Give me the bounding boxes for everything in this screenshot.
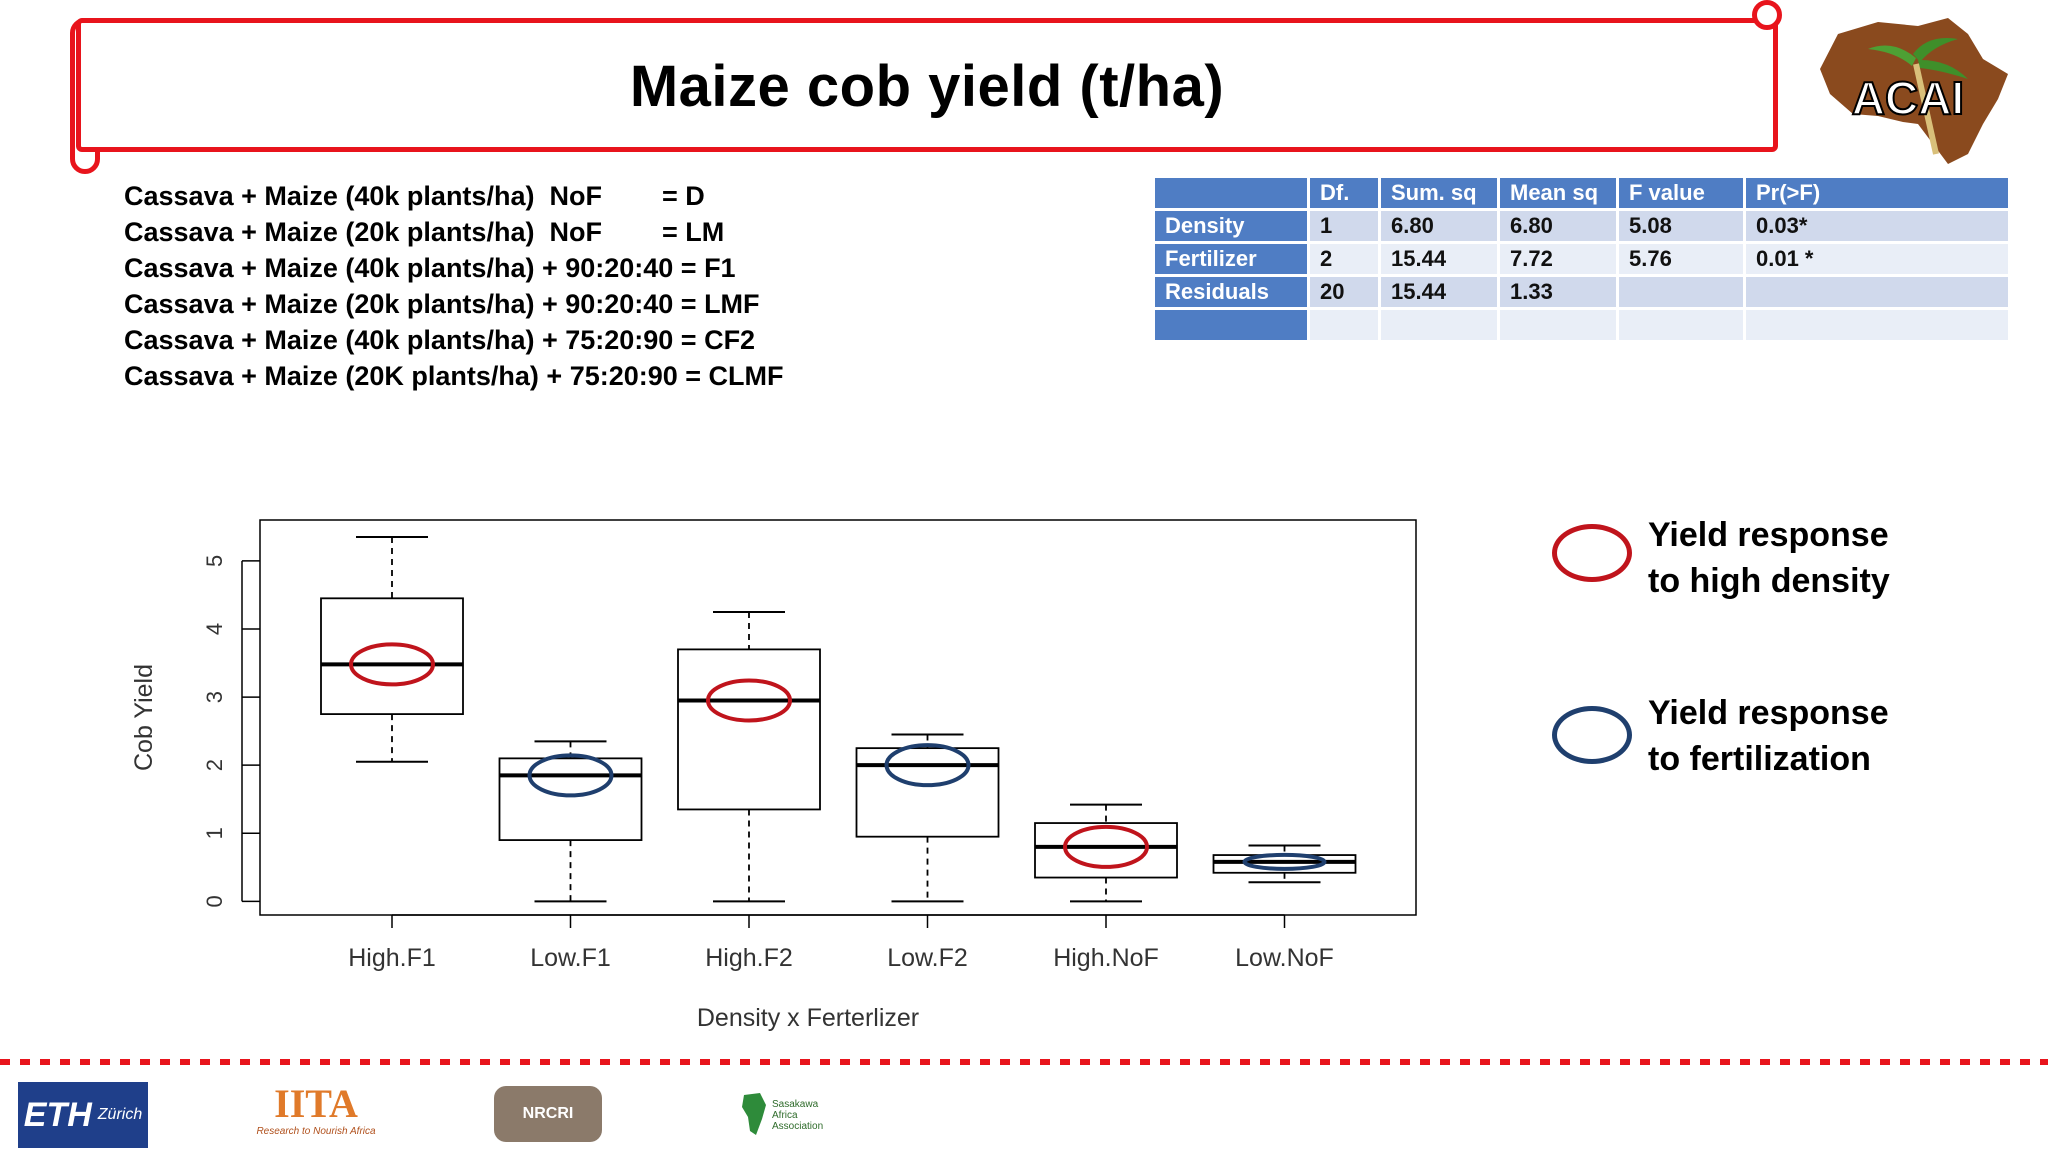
definition-treatment: Cassava + Maize (40k plants/ha) + 75:20:… [124,325,681,355]
anova-cell: 5.08 [1619,211,1743,241]
anova-cell [1381,310,1497,340]
y-tick-label: 2 [202,759,227,771]
anova-cell: 6.80 [1381,211,1497,241]
box [677,648,821,811]
box [498,757,643,841]
anova-header-cell: Sum. sq [1381,178,1497,208]
anova-row: Residuals 20 15.44 1.33 [1155,277,2008,307]
anova-header-cell: Mean sq [1500,178,1616,208]
anova-row-label: Fertilizer [1155,244,1307,274]
definition-code: = CF2 [680,325,756,355]
y-axis-label: Cob Yield [130,664,158,771]
y-tick-label: 4 [202,623,227,635]
box-plot: 0 1 2 3 4 5 Cob Yield High.F1 Low.F1 High.F2 Low.F… [130,519,1417,1032]
anova-table: Df. Sum. sq Mean sq F value Pr(>F) Density 1 6.… [1152,175,2011,343]
anova-row-label: Density [1155,211,1307,241]
anova-cell [1619,277,1743,307]
scroll-curl-right [1752,0,1782,30]
y-tick-label: 3 [202,691,227,703]
definition-code: = LM [662,217,725,247]
anova-cell [1746,310,2008,340]
definition-code: = F1 [680,253,736,283]
anova-cell: 2 [1310,244,1378,274]
highlight-ellipse [1242,852,1327,871]
anova-cell: 20 [1310,277,1378,307]
highlight-ellipse [527,753,614,798]
anova-header-cell: Pr(>F) [1746,178,2008,208]
definition-row: Cassava + Maize (20k plants/ha) + 90:20:… [124,286,784,322]
y-tick-label: 1 [202,827,227,839]
anova-cell [1310,310,1378,340]
anova-row [1155,310,2008,340]
definition-treatment: Cassava + Maize (40k plants/ha) + 90:20:… [124,253,681,283]
x-tick-label: High.NoF [1053,944,1159,972]
footer-divider [0,1059,2048,1065]
definition-row: Cassava + Maize (20K plants/ha) + 75:20:… [124,358,784,394]
acai-logo-text: ACAI [1852,72,1964,124]
anova-cell: 5.76 [1619,244,1743,274]
iita-logo: IITA Research to Nourish Africa [256,1081,376,1138]
anova-row: Density 1 6.80 6.80 5.08 0.03* [1155,211,2008,241]
definition-row: Cassava + Maize (40k plants/ha) NoF = D [124,178,784,214]
treatment-definitions: Cassava + Maize (40k plants/ha) NoF = D Ca… [124,178,784,394]
anova-row: Fertilizer 2 15.44 7.72 5.76 0.01 * [1155,244,2008,274]
box [1034,822,1178,879]
annotation-fertilization-line1: Yield response [1648,694,1889,732]
page-title: Maize cob yield (t/ha) [629,54,1225,119]
annotation-fertilization-line2: to fertilization [1648,740,1871,778]
anova-cell: 7.72 [1500,244,1616,274]
definition-code: = D [662,181,705,211]
anova-cell: 0.03* [1746,211,2008,241]
anova-header-row: Df. Sum. sq Mean sq F value Pr(>F) [1155,178,2008,208]
y-tick-label: 5 [202,555,227,567]
anova-header-cell [1155,178,1307,208]
x-axis-label: Density x Ferterlizer [697,1004,919,1032]
anova-cell [1500,310,1616,340]
definition-row: Cassava + Maize (40k plants/ha) + 75:20:… [124,322,784,358]
definition-treatment: Cassava + Maize (20k plants/ha) NoF [124,217,602,247]
definition-code: = CLMF [685,361,784,391]
density-ellipse-key [1552,524,1632,582]
definition-treatment: Cassava + Maize (20K plants/ha) + 75:20:… [124,361,686,391]
x-tick-label: Low.NoF [1235,944,1334,972]
annotation-density-line1: Yield response [1648,516,1889,554]
acai-logo: ACAI [1820,18,2008,164]
anova-cell [1619,310,1743,340]
x-tick-label: High.F1 [348,944,436,972]
anova-cell: 15.44 [1381,277,1497,307]
anova-cell [1746,277,2008,307]
title-banner: Maize cob yield (t/ha) [76,18,1778,152]
nrcri-logo: NRCRI [494,1086,602,1142]
anova-cell: 0.01 * [1746,244,2008,274]
anova-row-label: Residuals [1155,277,1307,307]
eth-logo: ETH Zürich [18,1082,148,1148]
definition-code: = LMF [680,289,760,319]
anova-header-cell: F value [1619,178,1743,208]
anova-cell: 1.33 [1500,277,1616,307]
box [855,747,1000,838]
x-tick-label: High.F2 [705,944,793,972]
highlight-ellipse [706,678,792,723]
anova-cell: 15.44 [1381,244,1497,274]
highlight-ellipse [884,743,971,788]
x-tick-label: Low.F2 [887,944,968,972]
definition-treatment: Cassava + Maize (40k plants/ha) NoF [124,181,602,211]
box [320,597,464,715]
x-tick-label: Low.F1 [530,944,611,972]
africa-map-icon [742,1093,766,1135]
y-tick-label: 0 [202,895,227,907]
anova-cell: 1 [1310,211,1378,241]
highlight-ellipse [1063,824,1149,869]
annotation-density-line2: to high density [1648,562,1890,600]
definition-row: Cassava + Maize (40k plants/ha) + 90:20:… [124,250,784,286]
definition-treatment: Cassava + Maize (20k plants/ha) + 90:20:… [124,289,681,319]
highlight-ellipse [349,642,435,687]
saa-logo: Sasakawa Africa Association [740,1082,850,1148]
anova-header-cell: Df. [1310,178,1378,208]
anova-cell: 6.80 [1500,211,1616,241]
fertilization-ellipse-key [1552,706,1632,764]
definition-row: Cassava + Maize (20k plants/ha) NoF = LM [124,214,784,250]
anova-row-label [1155,310,1307,340]
